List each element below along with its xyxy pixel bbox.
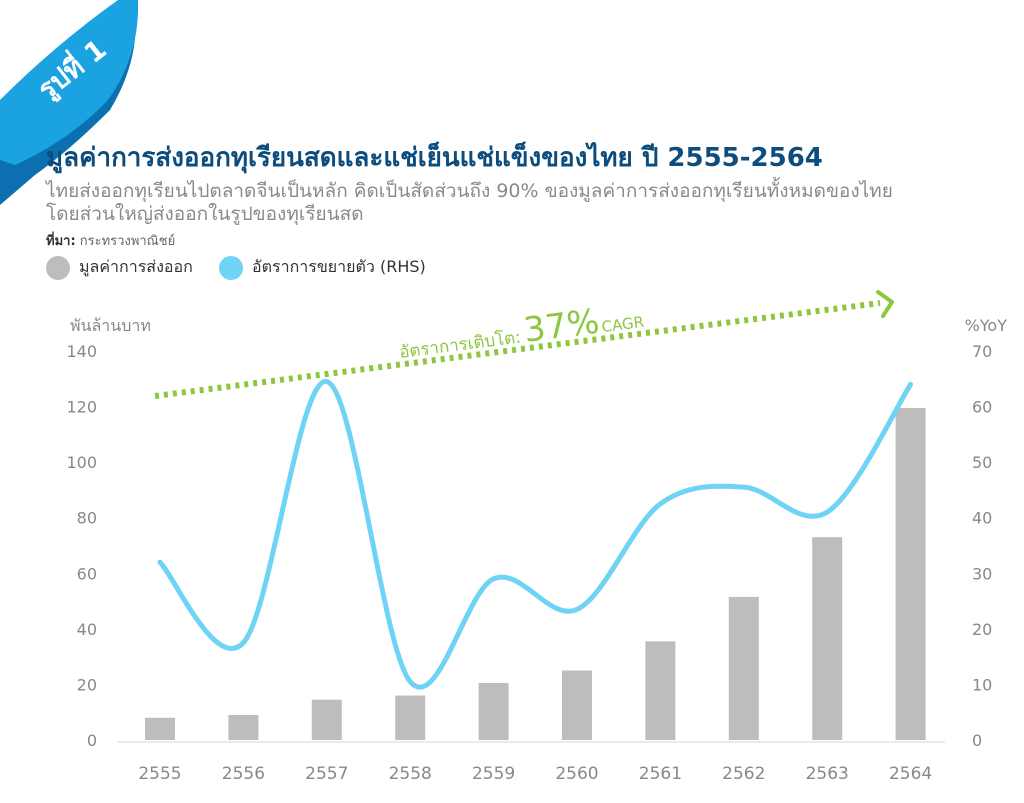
y-axis-right-title: %YoY bbox=[965, 316, 1008, 335]
cagr-arrow-line bbox=[154, 300, 881, 399]
bar-2561 bbox=[645, 641, 676, 740]
x-axis-tick: 2559 bbox=[472, 764, 515, 784]
bar-2558 bbox=[395, 695, 426, 740]
y-axis-right-tick: 20 bbox=[972, 620, 992, 639]
figure-ribbon bbox=[0, 0, 139, 205]
y-axis-left-title: พันล้านบาท bbox=[70, 316, 151, 335]
chart-subtitle-line-2: โดยส่วนใหญ่ส่งออกในรูปของทุเรียนสด bbox=[46, 203, 364, 225]
cagr-suffix: CAGR bbox=[601, 313, 645, 336]
y-axis-left-tick: 140 bbox=[66, 342, 97, 361]
y-axis-right-tick: 30 bbox=[972, 564, 992, 583]
y-axis-right-tick: 0 bbox=[972, 731, 982, 750]
y-axis-left-tick: 20 bbox=[77, 675, 97, 694]
cagr-arrow-head bbox=[876, 290, 894, 318]
legend-label-export-value: มูลค่าการส่งออก bbox=[79, 257, 193, 276]
bar-2557 bbox=[311, 699, 342, 740]
y-axis-right-tick: 10 bbox=[972, 675, 992, 694]
legend-swatch-bar bbox=[46, 255, 70, 280]
source-text: กระทรวงพาณิชย์ bbox=[79, 234, 176, 249]
cagr-annotation: อัตราการเติบโต:37%CAGR bbox=[396, 296, 646, 367]
source-note: ที่มา: กระทรวงพาณิชย์ bbox=[46, 230, 175, 251]
y-axis-left-tick: 40 bbox=[77, 620, 97, 639]
growth-rate-line bbox=[157, 379, 914, 690]
legend-label-growth-rate: อัตราการขยายตัว (RHS) bbox=[252, 257, 426, 276]
bar-2560 bbox=[562, 670, 592, 740]
legend-swatch-line bbox=[219, 255, 243, 280]
bar-2556 bbox=[228, 714, 259, 740]
bar-2563 bbox=[812, 537, 843, 740]
y-axis-right-tick: 60 bbox=[972, 398, 992, 417]
y-axis-left-tick: 80 bbox=[77, 509, 97, 528]
bar-2555 bbox=[145, 717, 175, 740]
x-axis-tick: 2555 bbox=[138, 764, 181, 784]
legend-item-export-value: มูลค่าการส่งออก bbox=[46, 255, 193, 280]
cagr-value: 37% bbox=[521, 302, 601, 351]
x-axis-tick: 2562 bbox=[722, 764, 765, 784]
x-axis-tick: 2563 bbox=[806, 764, 849, 784]
bar-2564 bbox=[895, 407, 926, 740]
chart-subtitle-line-1: ไทยส่งออกทุเรียนไปตลาดจีนเป็นหลัก คิดเป็… bbox=[46, 180, 893, 202]
x-axis-tick: 2560 bbox=[555, 764, 598, 784]
x-axis-tick: 2557 bbox=[305, 764, 348, 784]
x-axis-tick: 2564 bbox=[889, 764, 932, 784]
x-axis-tick: 2558 bbox=[389, 764, 432, 784]
y-axis-right-tick: 70 bbox=[972, 342, 992, 361]
y-axis-left-tick: 60 bbox=[77, 564, 97, 583]
chart-title: มูลค่าการส่งออกทุเรียนสดและแช่เย็นแช่แข็… bbox=[46, 143, 823, 173]
x-axis-tick: 2556 bbox=[222, 764, 265, 784]
bar-2559 bbox=[478, 683, 509, 740]
source-label: ที่มา: bbox=[46, 234, 76, 249]
x-axis-tick: 2561 bbox=[639, 764, 682, 784]
y-axis-left-tick: 120 bbox=[66, 398, 97, 417]
y-axis-left-tick: 0 bbox=[87, 731, 97, 750]
y-axis-right-tick: 40 bbox=[972, 509, 992, 528]
y-axis-left-tick: 100 bbox=[66, 453, 97, 472]
legend-item-growth-rate: อัตราการขยายตัว (RHS) bbox=[219, 255, 426, 280]
y-axis-right-tick: 50 bbox=[972, 453, 992, 472]
bar-2562 bbox=[728, 596, 759, 740]
